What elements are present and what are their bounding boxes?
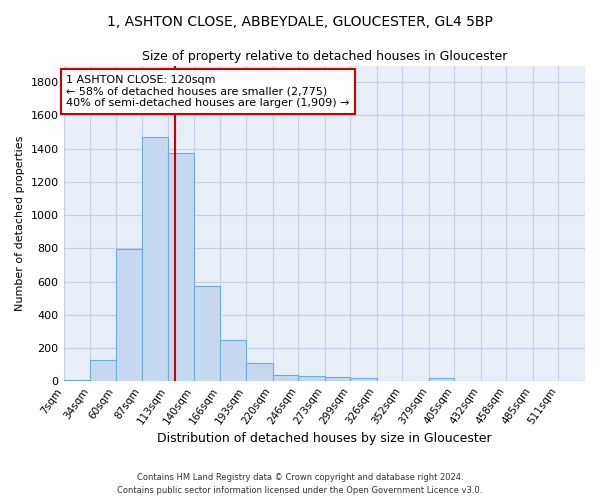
Bar (350, 378, 377, 382)
Bar (142, 137, 167, 382)
Bar (116, 249, 142, 382)
Text: 1, ASHTON CLOSE, ABBEYDALE, GLOUCESTER, GL4 5BP: 1, ASHTON CLOSE, ABBEYDALE, GLOUCESTER, … (107, 15, 493, 29)
Bar (298, 376, 325, 382)
Title: Size of property relative to detached houses in Gloucester: Size of property relative to detached ho… (142, 50, 507, 63)
Bar (167, 153, 194, 382)
Bar (64, 380, 90, 382)
Bar (90, 360, 116, 382)
Text: 1 ASHTON CLOSE: 120sqm
← 58% of detached houses are smaller (2,775)
40% of semi-: 1 ASHTON CLOSE: 120sqm ← 58% of detached… (66, 75, 350, 108)
Bar (273, 375, 298, 382)
Bar (194, 286, 220, 382)
Y-axis label: Number of detached properties: Number of detached properties (15, 136, 25, 311)
Bar (246, 363, 273, 382)
Text: Contains HM Land Registry data © Crown copyright and database right 2024.
Contai: Contains HM Land Registry data © Crown c… (118, 474, 482, 495)
Bar (325, 376, 350, 382)
Bar (220, 340, 246, 382)
Bar (429, 378, 454, 382)
X-axis label: Distribution of detached houses by size in Gloucester: Distribution of detached houses by size … (157, 432, 491, 445)
